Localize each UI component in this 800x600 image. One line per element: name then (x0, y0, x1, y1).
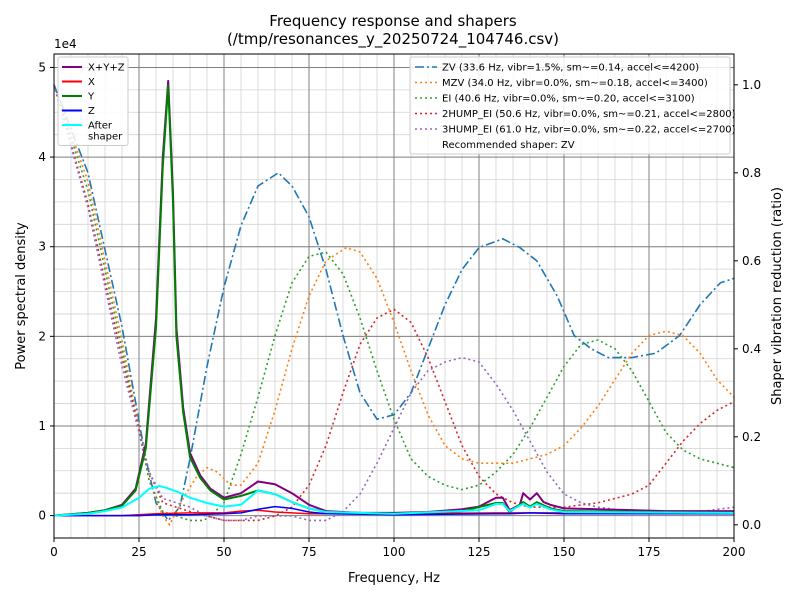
legend-right-label: 2HUMP_EI (50.6 Hz, vibr=0.0%, sm~=0.21, … (442, 109, 736, 120)
x-axis-label: Frequency, Hz (348, 571, 440, 586)
y-left-tick-label: 0 (38, 509, 46, 523)
x-tick-label: 150 (553, 545, 576, 559)
chart-title: Frequency response and shapers (269, 12, 517, 30)
y-right-axis-label: Shaper vibration reduction (ratio) (770, 187, 785, 405)
legend-left-label: After (88, 121, 113, 132)
chart-subtitle: (/tmp/resonances_y_20250724_104746.csv) (227, 30, 559, 49)
shaper-lines (53, 84, 735, 527)
x-tick-label: 50 (216, 545, 231, 559)
psd-lines (53, 79, 735, 517)
psd-line-3 (54, 505, 734, 517)
x-tick-label: 25 (131, 545, 146, 559)
y-left-tick-label: 5 (38, 60, 46, 74)
legend-right: ZV (33.6 Hz, vibr=1.5%, sm~=0.14, accel<… (409, 56, 736, 155)
shaper-line-1 (53, 84, 735, 527)
shaper-line-0 (53, 84, 735, 522)
x-tick-label: 200 (723, 545, 746, 559)
x-tick-label: 75 (301, 545, 316, 559)
legend-left-box (57, 56, 129, 146)
y-left-tick-label: 4 (38, 150, 46, 164)
legend-left-label: Y (87, 92, 95, 103)
y-right-tick-label: 0.4 (742, 342, 761, 356)
shaper-line-2 (53, 84, 735, 522)
x-tick-label: 0 (50, 545, 58, 559)
y-left-tick-label: 3 (38, 240, 46, 254)
y-left-axis-ticks: 0 1 2 3 4 5 (38, 60, 54, 523)
y-right-tick-label: 1.0 (742, 78, 761, 92)
y-right-tick-label: 0.6 (742, 254, 761, 268)
y-right-tick-label: 0.2 (742, 430, 761, 444)
y-right-tick-label: 0.0 (742, 518, 761, 532)
legend-right-note: Recommended shaper: ZV (442, 140, 575, 151)
y-left-multiplier: 1e4 (54, 37, 77, 51)
legend-left-label: X+Y+Z (88, 63, 125, 74)
legend-left-label: Z (88, 106, 95, 117)
legend-right-box (409, 56, 731, 155)
x-tick-label: 100 (383, 545, 406, 559)
y-left-axis-label: Power spectral density (14, 222, 29, 370)
x-tick-label: 125 (468, 545, 491, 559)
legend-left-label: shaper (88, 132, 123, 143)
legend-left-label: X (88, 77, 95, 88)
legend-right-label: ZV (33.6 Hz, vibr=1.5%, sm~=0.14, accel<… (442, 63, 699, 74)
x-tick-label: 175 (638, 545, 661, 559)
legend-right-label: MZV (34.0 Hz, vibr=0.0%, sm~=0.18, accel… (442, 78, 708, 89)
x-axis-ticks: 0 25 50 75 100 125 150 175 200 (50, 538, 745, 559)
psd-line-4 (53, 485, 735, 517)
shaper-line-3 (53, 84, 735, 522)
psd-line-1 (54, 509, 734, 517)
shaper-line-4 (53, 84, 735, 522)
legend-right-label: EI (40.6 Hz, vibr=0.0%, sm~=0.20, accel<… (442, 94, 695, 105)
legend-right-label: 3HUMP_EI (61.0 Hz, vibr=0.0%, sm~=0.22, … (442, 125, 736, 136)
y-right-axis-ticks: 0.0 0.2 0.4 0.6 0.8 1.0 (734, 78, 761, 532)
y-left-tick-label: 1 (38, 419, 46, 433)
y-right-tick-label: 0.8 (742, 166, 761, 180)
y-left-tick-label: 2 (38, 329, 46, 343)
